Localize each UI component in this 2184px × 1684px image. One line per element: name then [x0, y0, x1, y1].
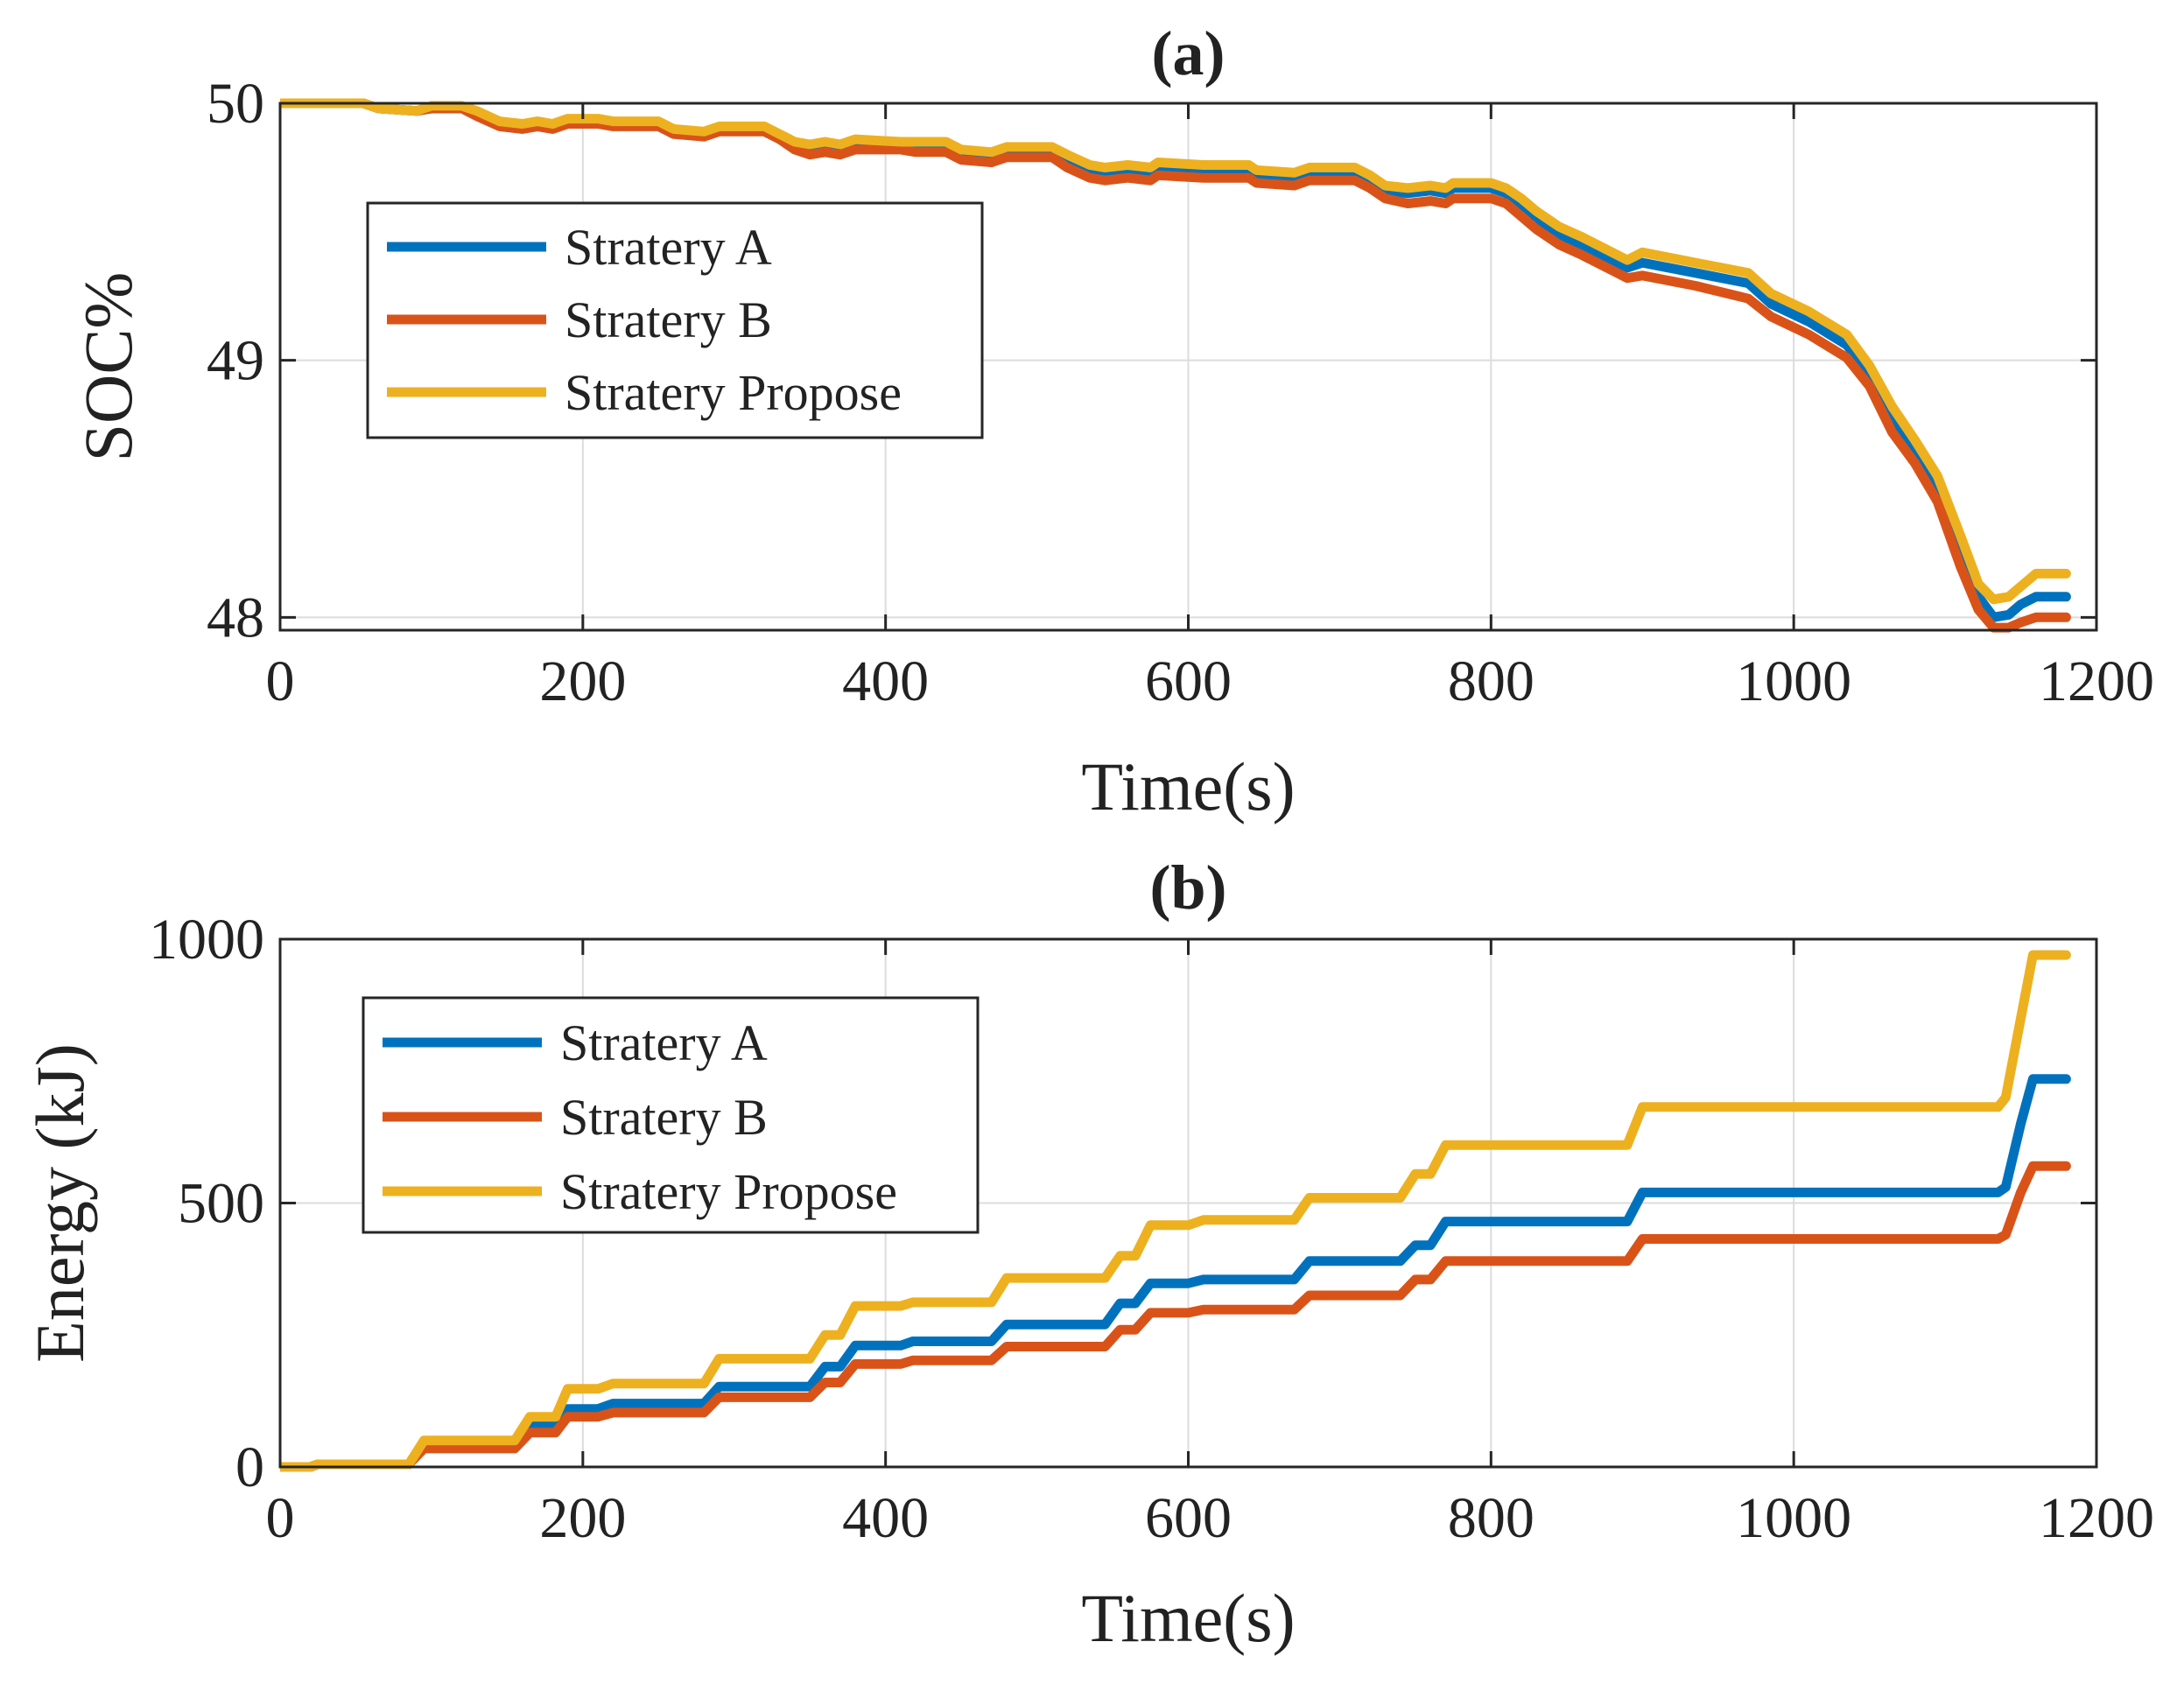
series-line-stratery-b: [280, 1161, 2071, 1472]
x-tick-label: 800: [1448, 649, 1534, 713]
legend-entry: Stratery B: [383, 1089, 768, 1146]
series-line-stratery-a: [280, 1074, 2071, 1472]
x-tick-label: 0: [266, 1486, 295, 1550]
x-tick-label: 1000: [1736, 649, 1851, 713]
x-tick-label: 400: [842, 649, 929, 713]
x-tick-label: 1200: [2039, 1486, 2154, 1550]
chart-1: 0 200 400 600 800 1000 1200 0 500 1000 (b) Time(s) E…: [22, 853, 2154, 1656]
legend-entry: Stratery Propose: [387, 364, 902, 421]
x-tick-label: 1200: [2039, 649, 2154, 713]
y-tick-label: 49: [207, 329, 264, 393]
x-tick-label: 200: [539, 649, 626, 713]
chart-title: (a): [1152, 18, 1225, 88]
x-tick-label: 600: [1145, 649, 1232, 713]
y-tick-label: 48: [207, 586, 264, 649]
legend-label: Stratery Propose: [560, 1163, 897, 1220]
legend-entry: Stratery Propose: [383, 1163, 897, 1220]
series-line-stratery-propose: [280, 98, 2071, 605]
legend-entry: Stratery A: [387, 219, 772, 276]
legend-label: Stratery A: [565, 219, 772, 276]
legend-entry: Stratery B: [387, 291, 772, 348]
legend: Stratery A Stratery B Stratery Propose: [362, 996, 980, 1234]
y-tick-label: 50: [207, 72, 264, 136]
x-tick-label: 600: [1145, 1486, 1232, 1550]
x-tick-label: 200: [539, 1486, 626, 1550]
x-tick-label: 1000: [1736, 1486, 1851, 1550]
legend-label: Stratery B: [560, 1089, 768, 1146]
chart-title: (b): [1150, 853, 1227, 923]
series-line-stratery-propose: [280, 950, 2071, 1472]
y-tick-label: 0: [235, 1435, 264, 1499]
x-tick-label: 400: [842, 1486, 929, 1550]
legend-entry: Stratery A: [383, 1014, 768, 1071]
y-axis-label: SOC%: [70, 272, 146, 462]
series-group: [280, 950, 2071, 1472]
legend: Stratery A Stratery B Stratery Propose: [366, 201, 984, 439]
x-axis-label: Time(s): [1081, 1580, 1295, 1656]
legend-label: Stratery B: [565, 291, 772, 348]
chart-0: 0 200 400 600 800 1000 1200 48 49 50 (a) Time(s) SOC…: [70, 18, 2154, 824]
y-axis-label: Energy (kJ): [22, 1043, 98, 1363]
y-tick-label: 500: [178, 1172, 264, 1236]
legend-label: Stratery A: [560, 1014, 768, 1071]
series-group: [280, 98, 2071, 633]
legend-label: Stratery Propose: [565, 364, 902, 421]
y-tick-label: 1000: [149, 908, 264, 972]
x-tick-label: 800: [1448, 1486, 1534, 1550]
x-tick-label: 0: [266, 649, 295, 713]
x-axis-label: Time(s): [1081, 748, 1295, 824]
series-line-stratery-b: [280, 98, 2071, 633]
